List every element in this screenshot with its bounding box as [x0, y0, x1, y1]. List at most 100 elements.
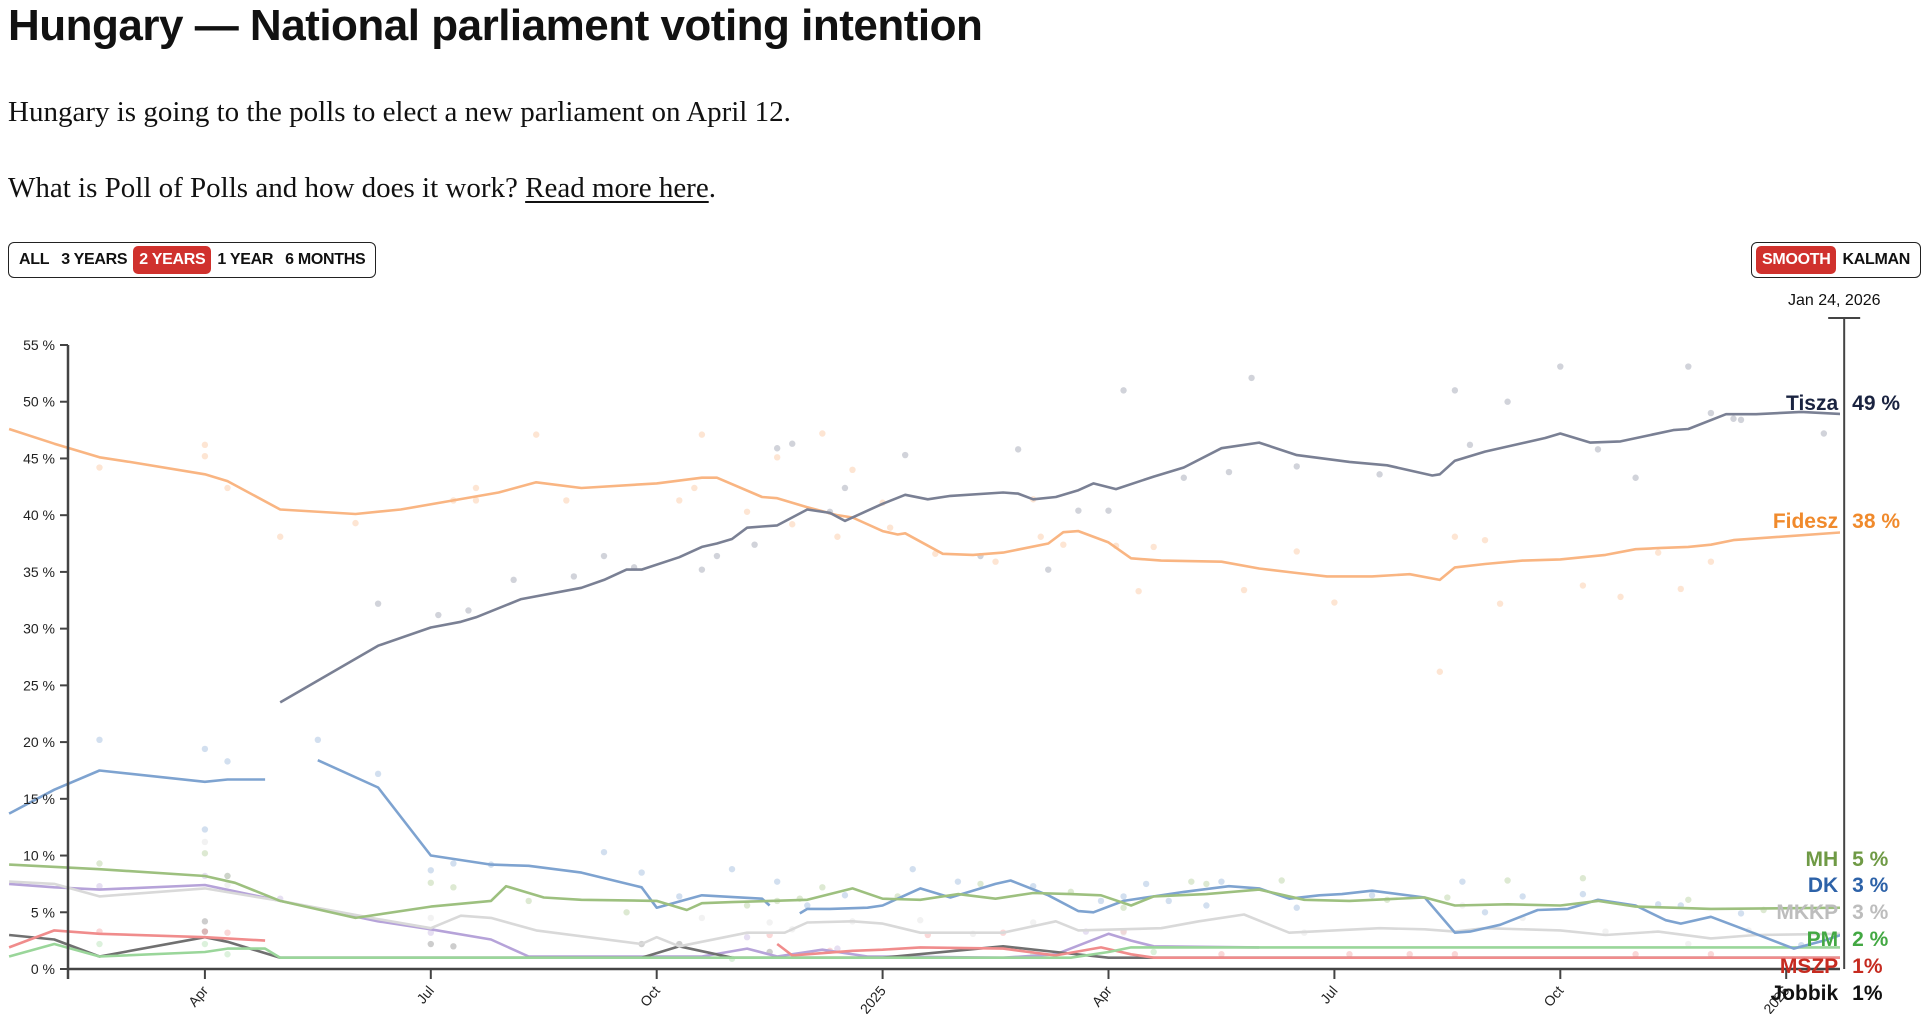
fidesz-poll-point	[743, 508, 751, 515]
mkkp-trend-line	[9, 880, 1840, 948]
range-1-year-button[interactable]: 1 YEAR	[211, 246, 279, 274]
fidesz-poll-point	[1240, 586, 1248, 594]
fidesz-poll-point	[1654, 549, 1662, 556]
x-tick-label: 2025	[857, 982, 889, 1014]
mh-poll-point	[1444, 894, 1451, 901]
fidesz-poll-point	[1496, 600, 1504, 607]
fidesz-poll-point	[224, 484, 231, 492]
dk-poll-point	[96, 736, 103, 744]
mszp-poll-point	[1632, 951, 1639, 958]
method-smooth-button[interactable]: SMOOTH	[1756, 246, 1837, 274]
dk-poll-point	[600, 848, 608, 856]
jobbik-poll-point	[450, 943, 457, 950]
dk-poll-point	[224, 758, 231, 765]
fidesz-poll-point	[1436, 668, 1444, 675]
dk-end-label-name: DK	[1808, 874, 1838, 897]
read-more-link[interactable]: Read more here	[525, 172, 709, 204]
fidesz-poll-point	[1037, 533, 1044, 540]
mkkp-poll-point	[1602, 928, 1609, 935]
method-kalman-button[interactable]: KALMAN	[1836, 246, 1916, 274]
page-title: Hungary — National parliament voting int…	[8, 1, 983, 50]
mszp-poll-point	[1451, 951, 1459, 958]
dk-poll-point	[1459, 878, 1466, 885]
fidesz-poll-point	[932, 550, 939, 557]
mkkp-poll-point	[1030, 919, 1037, 926]
tisza-poll-point	[1557, 363, 1564, 370]
mh-end-label-value: 5 %	[1852, 848, 1889, 871]
tisza-poll-point	[1045, 566, 1052, 573]
fidesz-poll-point	[1579, 582, 1587, 589]
dk-poll-point	[728, 865, 736, 873]
mh-poll-point	[1579, 875, 1587, 882]
dk-poll-point	[1097, 897, 1105, 905]
jobbik-end-label-value: 1%	[1852, 982, 1883, 1005]
time-range-selector: ALL 3 YEARS 2 YEARS 1 YEAR 6 MONTHS	[8, 242, 377, 278]
intro-text: Hungary is going to the polls to elect a…	[8, 96, 791, 128]
tisza-poll-point	[1504, 398, 1511, 405]
range-2-years-button[interactable]: 2 YEARS	[133, 246, 212, 274]
mh-poll-point	[819, 884, 826, 891]
fidesz-end-label-name: Fidesz	[1773, 510, 1838, 533]
fidesz-poll-point	[1481, 536, 1489, 544]
mszp-poll-point	[1346, 951, 1353, 958]
dk-poll-point	[1120, 893, 1127, 900]
range-all-button[interactable]: ALL	[13, 246, 55, 274]
tisza-poll-point	[465, 607, 472, 614]
mkkp-end-label-name: MKKP	[1776, 901, 1838, 924]
pm-poll-point	[201, 940, 209, 948]
x-tick-label: Oct	[637, 983, 663, 1010]
mkkp-poll-point	[917, 917, 924, 924]
jobbik-poll-point	[427, 940, 434, 948]
mh-poll-point	[224, 872, 231, 880]
mh-trend-line	[9, 863, 1840, 920]
dk-trend-line	[799, 879, 1840, 950]
dk-trend-line	[8, 769, 266, 815]
tisza-poll-point	[374, 600, 382, 607]
pm-poll-point	[96, 940, 103, 948]
mh-poll-point	[1203, 880, 1210, 888]
end-labels-layer: Tisza 49 % Fidesz 38 % MH 5 % DK 3 % MKKP 3 % PM 2 …	[1770, 392, 1900, 1005]
y-tick-label: 30 %	[23, 621, 55, 637]
mszp-poll-point	[224, 929, 231, 936]
fidesz-poll-point	[1707, 558, 1715, 565]
mkkp-poll-point	[1685, 940, 1692, 948]
fidesz-poll-point	[1331, 599, 1338, 606]
tisza-poll-point	[1075, 507, 1082, 514]
fidesz-poll-point	[1293, 548, 1300, 555]
dk-poll-point	[1481, 909, 1489, 916]
mszp-trend-line	[8, 929, 266, 949]
dk-poll-point	[450, 860, 457, 867]
y-tick-label: 0 %	[31, 961, 55, 977]
mh-poll-point	[201, 850, 209, 857]
mszp-poll-point	[201, 928, 209, 935]
mkkp-poll-point	[1120, 929, 1127, 936]
tisza-poll-point	[1685, 363, 1692, 370]
mh-poll-point	[743, 902, 751, 909]
other-purple-poll-point	[224, 872, 231, 880]
fidesz-poll-point	[1150, 543, 1157, 551]
x-tick-label: Apr	[1089, 982, 1115, 1009]
fidesz-poll-point	[277, 533, 284, 540]
range-3-years-button[interactable]: 3 YEARS	[55, 246, 133, 274]
mh-poll-point	[1685, 896, 1692, 903]
dk-poll-point	[1519, 893, 1526, 900]
tisza-poll-point	[1730, 415, 1737, 422]
tisza-poll-point	[1707, 409, 1715, 417]
fidesz-end-label-value: 38 %	[1852, 510, 1900, 533]
jobbik-poll-point	[201, 928, 209, 935]
poll-points-layer	[96, 363, 1828, 962]
dk-poll-point	[841, 892, 849, 899]
pm-end-label-value: 2 %	[1852, 928, 1889, 951]
mh-poll-point	[525, 897, 532, 905]
fidesz-poll-point	[352, 519, 359, 527]
tisza-poll-point	[713, 552, 721, 560]
mszp-end-label-name: MSZP	[1780, 955, 1838, 978]
range-6-months-button[interactable]: 6 MONTHS	[279, 246, 371, 274]
tisza-poll-point	[1820, 430, 1828, 437]
mszp-trend-line	[776, 942, 1840, 959]
tisza-end-label-name: Tisza	[1786, 392, 1838, 415]
dk-poll-point	[638, 869, 645, 876]
fidesz-poll-point	[1135, 587, 1142, 595]
dk-poll-point	[1368, 892, 1376, 899]
